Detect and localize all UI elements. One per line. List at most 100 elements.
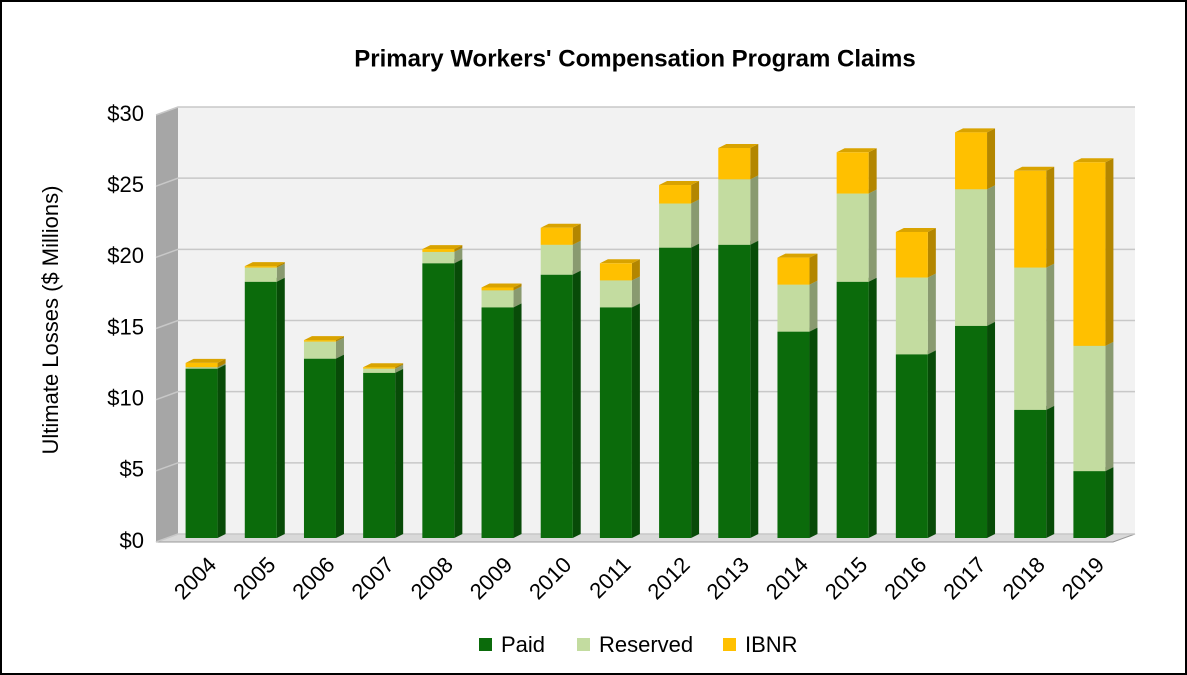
bar [303,341,336,359]
bar [718,179,751,245]
bar-side [1105,341,1114,472]
legend-swatch [577,638,590,651]
y-tick-label: $0 [120,528,144,553]
bar-top [1014,166,1055,171]
bar [422,249,455,252]
bar [836,193,869,282]
bar [836,281,869,538]
bar [659,203,692,248]
bar [363,372,396,538]
bar [481,290,514,308]
bar-top [895,227,936,232]
bar [955,132,988,190]
bar-side [1046,166,1055,268]
legend-swatch [723,638,736,651]
bar [422,251,455,264]
bar-side [631,276,640,308]
bar-top [185,358,226,363]
bar-side [395,363,404,369]
legend-label: Reserved [599,632,693,657]
bar-side [572,270,581,538]
bar [540,227,573,245]
bar-top [955,128,996,133]
chart-title: Primary Workers' Compensation Program Cl… [354,45,915,72]
bar [895,231,928,278]
bar [955,189,988,326]
bar-top [244,262,285,267]
grid-line [155,106,1135,116]
bar-top [540,223,581,228]
bar [422,263,455,538]
y-tick-label: $10 [107,385,144,410]
bar [895,277,928,355]
bar-side [809,253,818,285]
bar [659,185,692,204]
bar-side [927,273,936,355]
grid-line [155,248,1135,259]
bar-side [691,243,700,538]
bar [1073,471,1106,538]
bar-side [927,227,936,278]
bar [955,325,988,538]
bar [363,368,396,373]
y-tick-label: $20 [107,243,144,268]
bar-side [1046,405,1055,538]
bar-side [276,263,285,282]
bar-side [513,286,522,308]
bar [244,281,277,538]
bar-side [572,240,581,275]
bar-side [1105,158,1114,346]
bar-side [276,277,285,538]
bar-side [335,354,344,538]
bar-side [868,148,877,194]
bar [895,354,928,538]
bar-side [217,363,226,369]
bar-side [927,350,936,538]
y-tick-label: $30 [107,101,144,126]
bar-side [1046,263,1055,410]
bar [540,274,573,538]
bar-side [217,364,226,538]
bar-side [572,223,581,245]
bar [718,244,751,538]
bar-side [335,336,344,342]
bar [599,307,632,538]
bar-side [1105,467,1114,538]
bar-side [987,185,996,326]
bar-top [777,253,818,258]
bar [303,358,336,538]
bar [363,367,396,369]
bar [1073,162,1106,346]
bar-side [987,128,996,190]
bar-side [868,189,877,282]
bar-side [454,247,463,264]
bar-side [395,364,404,373]
bar-top [363,363,404,368]
grid-line [155,177,1135,187]
legend-swatch [479,638,492,651]
bar [244,266,277,268]
bar [481,287,514,291]
bar-top [659,181,700,186]
bar [481,307,514,538]
bar [540,244,573,275]
bar-side [276,262,285,268]
bar-side [750,175,759,245]
bar-top [303,336,344,341]
y-axis-title: Ultimate Losses ($ Millions) [38,186,63,455]
bar [836,152,869,194]
bar-top [481,283,522,288]
bar-side [631,303,640,538]
bar-top [599,259,640,264]
bar-side [809,280,818,332]
bar [1073,345,1106,472]
bar-top [422,245,463,250]
bar [777,284,810,332]
bar [1014,409,1047,538]
bar-side [691,181,700,204]
bar-side [750,144,759,180]
bar-side [868,277,877,538]
bar-side [513,283,522,291]
bar-side [750,240,759,538]
